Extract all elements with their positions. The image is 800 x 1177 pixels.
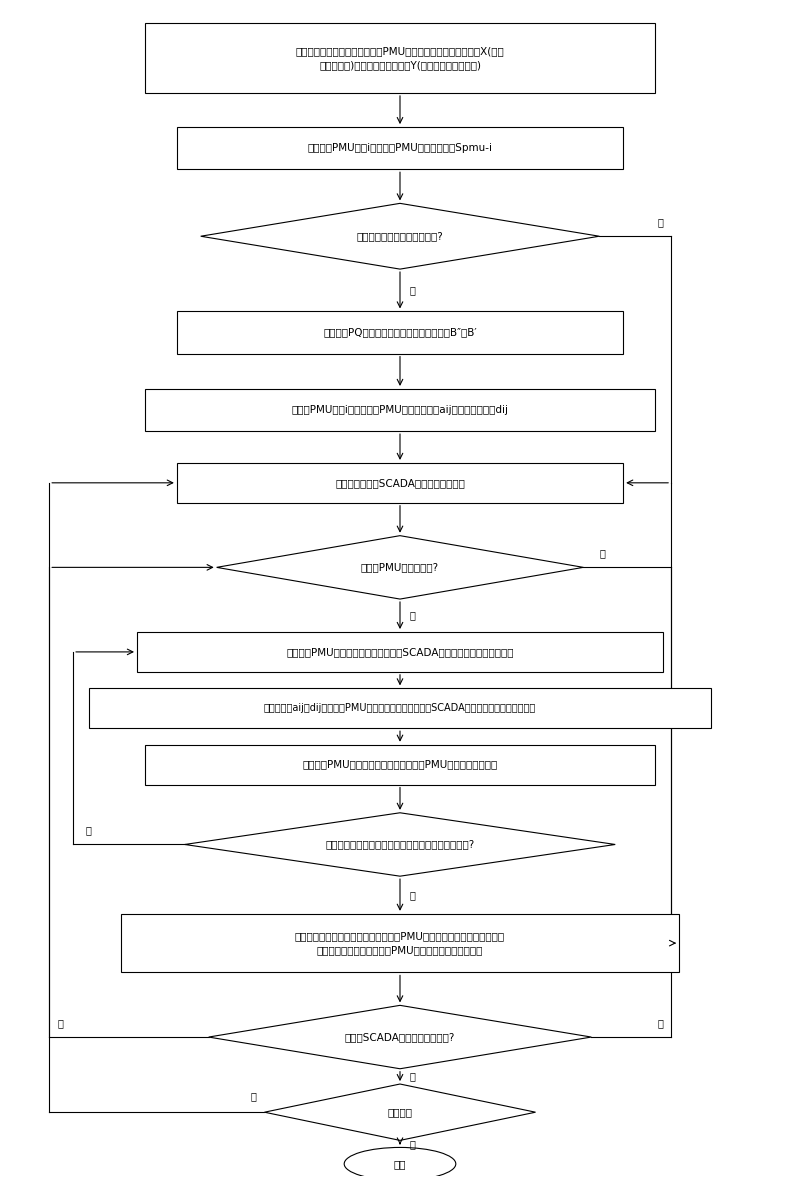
Text: 计算出有PMU节点的量测相对于最近的SCADA量测或状态估计值的变化量: 计算出有PMU节点的量测相对于最近的SCADA量测或状态估计值的变化量 <box>286 647 514 657</box>
Polygon shape <box>265 1084 535 1141</box>
Text: 是: 是 <box>409 611 415 620</box>
Text: 有新的PMU量测断面吗?: 有新的PMU量测断面吗? <box>361 563 439 572</box>
Polygon shape <box>217 536 583 599</box>
Text: 计算出无PMU节点的电压相量量测在当前PMU采样时刻的估计值: 计算出无PMU节点的电压相量量测在当前PMU采样时刻的估计值 <box>302 759 498 770</box>
Text: 根据当前的aij和dij计算出无PMU节点的量测相对于最近的SCADA量测或状态估计值的变化量: 根据当前的aij和dij计算出无PMU节点的量测相对于最近的SCADA量测或状态… <box>264 704 536 713</box>
Polygon shape <box>209 1005 591 1069</box>
Text: 否: 否 <box>250 1091 257 1100</box>
Text: 计算间接估计量：根据电路方程求出该PMU时刻需要的电流、功率量测；
通过对相角曲线求导得到该PMU时刻的角速度和频率量测: 计算间接估计量：根据电路方程求出该PMU时刻需要的电流、功率量测； 通过对相角曲… <box>295 931 505 955</box>
Polygon shape <box>201 204 599 270</box>
Text: 是否终止: 是否终止 <box>387 1108 413 1117</box>
Text: 更新快速PQ解耦潮流法的节点导纳矩阵虚部B″和B′: 更新快速PQ解耦潮流法的节点导纳矩阵虚部B″和B′ <box>323 327 477 338</box>
Ellipse shape <box>344 1148 456 1177</box>
Text: 首次计算或有网络拓扑变化吗?: 首次计算或有网络拓扑变化吗? <box>357 231 443 241</box>
FancyBboxPatch shape <box>145 745 655 785</box>
FancyBboxPatch shape <box>177 463 623 503</box>
FancyBboxPatch shape <box>177 127 623 169</box>
Text: 是: 是 <box>409 1139 415 1149</box>
Text: 否: 否 <box>409 890 415 900</box>
FancyBboxPatch shape <box>137 632 663 672</box>
Text: 求出无PMU节点i与各相关有PMU节点量测量的aij系数和电气距离dij: 求出无PMU节点i与各相关有PMU节点量测量的aij系数和电气距离dij <box>291 405 509 415</box>
Text: 否: 否 <box>658 217 663 227</box>
Text: 终止: 终止 <box>394 1159 406 1169</box>
Text: 选择需要进行动态过程估计的无PMU节点及其直接动态估计量测X(电压
幅值和相位)和间接动态估计量测Y(电流、功率、频率等): 选择需要进行动态过程估计的无PMU节点及其直接动态估计量测X(电压 幅值和相位)… <box>296 46 504 69</box>
Text: 是: 是 <box>57 1018 63 1028</box>
FancyBboxPatch shape <box>121 913 679 972</box>
FancyBboxPatch shape <box>145 22 655 93</box>
Text: 是: 是 <box>409 285 415 295</box>
Text: 还有需要进行动态估计的电压幅值或电压相角量测吗?: 还有需要进行动态估计的电压幅值或电压相角量测吗? <box>326 839 474 850</box>
Text: 获得当前最近的SCADA量测或状态估计值: 获得当前最近的SCADA量测或状态估计值 <box>335 478 465 487</box>
Text: 是: 是 <box>85 825 91 836</box>
Text: 选择各无PMU节点i的相关有PMU节点构成集合Spmu-i: 选择各无PMU节点i的相关有PMU节点构成集合Spmu-i <box>307 144 493 153</box>
FancyBboxPatch shape <box>177 312 623 353</box>
Text: 否: 否 <box>599 548 605 558</box>
Text: 有新的SCADA或状态估计断面吗?: 有新的SCADA或状态估计断面吗? <box>345 1032 455 1042</box>
Text: 是: 是 <box>658 1018 663 1028</box>
Polygon shape <box>185 813 615 876</box>
FancyBboxPatch shape <box>145 388 655 431</box>
Text: 否: 否 <box>409 1071 415 1082</box>
FancyBboxPatch shape <box>89 689 711 729</box>
